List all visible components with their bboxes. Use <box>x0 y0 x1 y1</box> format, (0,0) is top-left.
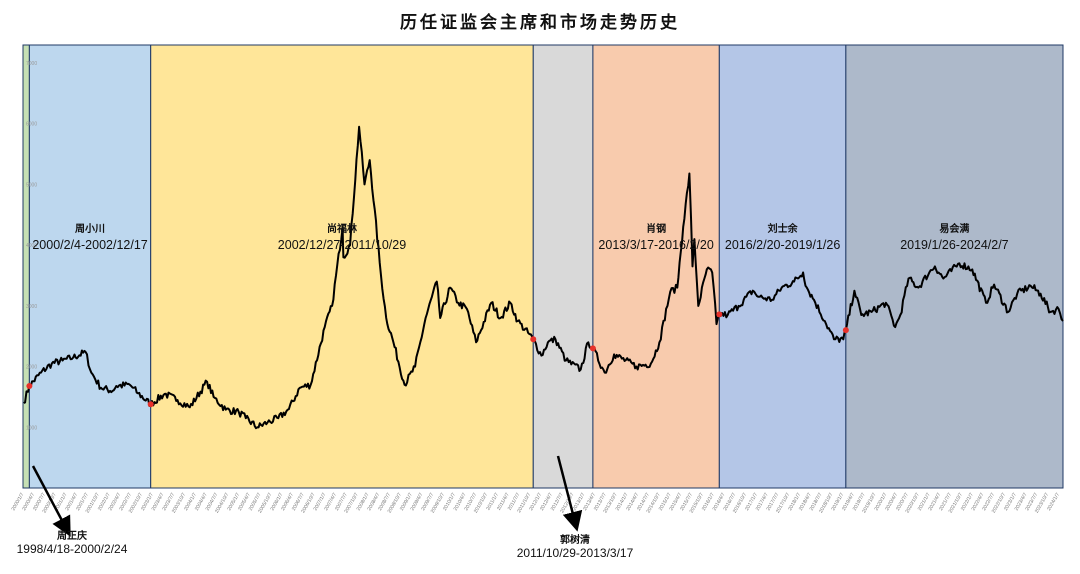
band-0 <box>22 44 30 489</box>
president-bands <box>22 44 1064 489</box>
band-1 <box>28 44 152 489</box>
transition-marker <box>716 311 723 318</box>
x-axis-ticks: 2000/1/72000/4/72000/7/72000/10/72001/1/… <box>11 492 1062 514</box>
index-series <box>23 125 1064 430</box>
band-range-1: 2000/2/4-2002/12/17 <box>32 238 147 252</box>
transition-marker <box>147 401 154 408</box>
band-name-6: 易会满 <box>939 222 969 235</box>
y-tick-label: 3000 <box>26 304 37 310</box>
band-labels: 周小川 2000/2/4-2002/12/17 尚福林 2002/12/27-2011… <box>32 222 1008 252</box>
outside-label-zhou-zhengqing: 周正庆 1998/4/18-2000/2/24 <box>2 527 142 556</box>
outside-label-range: 1998/4/18-2000/2/24 <box>16 542 128 556</box>
transition-marker <box>842 327 849 334</box>
y-tick-label: 6000 <box>26 122 37 128</box>
band-range-4: 2013/3/17-2016/2/20 <box>598 238 713 252</box>
y-tick-label: 7000 <box>26 61 37 67</box>
transition-markers <box>26 311 849 408</box>
y-tick-label: 4000 <box>26 243 37 249</box>
band-name-5: 刘士余 <box>768 222 799 235</box>
transition-marker <box>589 345 596 352</box>
transition-marker <box>530 336 537 343</box>
y-tick-label: 1000 <box>26 425 37 431</box>
band-range-5: 2016/2/20-2019/1/26 <box>725 238 840 252</box>
outside-label-name: 周正庆 <box>57 531 87 542</box>
band-name-4: 肖钢 <box>646 222 666 235</box>
index-line <box>23 125 1064 430</box>
arrow-zhou-zhengqing <box>31 465 71 537</box>
y-axis-ticks: 7000 6000 5000 4000 3000 2000 1000 <box>26 61 37 431</box>
y-tick-label: 2000 <box>26 365 37 371</box>
arrow-guo-shuqing <box>556 455 583 532</box>
band-3 <box>532 44 594 489</box>
y-tick-label: 5000 <box>26 182 37 188</box>
outside-arrows <box>31 455 583 537</box>
band-range-2: 2002/12/27-2011/10/29 <box>278 238 406 252</box>
chart-title: 历任证监会主席和市场走势历史 <box>400 13 680 33</box>
transition-marker <box>26 383 33 389</box>
outside-label-guo-shuqing: 郭树清 2011/10/29-2013/3/17 <box>500 531 650 560</box>
band-name-1: 周小川 <box>75 222 105 235</box>
outside-label-name: 郭树清 <box>560 535 590 546</box>
band-2 <box>150 44 534 489</box>
outside-label-range: 2011/10/29-2013/3/17 <box>516 546 634 560</box>
band-5 <box>718 44 847 489</box>
band-range-6: 2019/1/26-2024/2/7 <box>900 238 1008 252</box>
band-4 <box>592 44 720 489</box>
band-name-2: 尚福林 <box>327 222 358 235</box>
